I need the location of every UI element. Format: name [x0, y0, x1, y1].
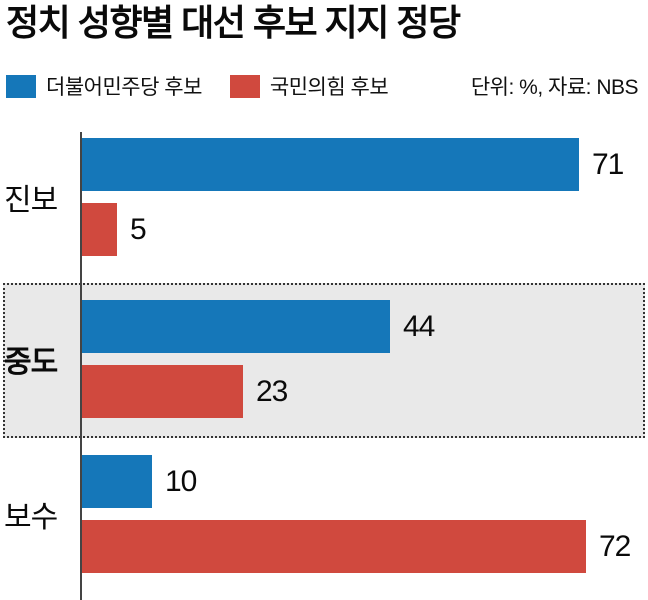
- bar-democratic-conservative: [82, 455, 152, 508]
- bar-row: 72: [82, 520, 648, 573]
- bar-value-democratic-progressive: 71: [592, 147, 624, 181]
- legend-label-ppp: 국민의힘 후보: [269, 76, 389, 99]
- y-axis-line: [80, 132, 82, 600]
- bar-value-ppp-conservative: 72: [599, 529, 631, 563]
- bar-democratic-moderate: [82, 300, 390, 353]
- legend-swatch-democratic: [6, 74, 36, 98]
- bar-row: 71: [82, 138, 648, 191]
- bar-value-ppp-moderate: 23: [256, 374, 288, 408]
- bar-value-democratic-conservative: 10: [165, 464, 197, 498]
- bar-democratic-progressive: [82, 138, 579, 191]
- category-label-moderate: 중도: [4, 346, 58, 379]
- bar-value-democratic-moderate: 44: [403, 309, 435, 343]
- category-label-conservative: 보수: [4, 501, 58, 534]
- bar-row: 44: [82, 300, 648, 353]
- category-label-progressive: 진보: [4, 184, 58, 217]
- bar-chart: 진보 71 5 중도 44 23 보수: [0, 120, 648, 600]
- bar-row: 23: [82, 365, 648, 418]
- chart-group-conservative: 보수 10 72: [0, 455, 648, 573]
- legend-swatch-ppp: [229, 74, 260, 98]
- chart-group-moderate: 중도 44 23: [0, 300, 648, 418]
- bar-row: 5: [82, 203, 648, 256]
- bar-value-ppp-progressive: 5: [130, 212, 147, 246]
- unit-source-note: 단위: %, 자료: NBS: [470, 76, 639, 99]
- chart-group-progressive: 진보 71 5: [0, 138, 648, 256]
- bar-ppp-moderate: [82, 365, 243, 418]
- bar-ppp-conservative: [82, 520, 586, 573]
- bar-row: 10: [82, 455, 648, 508]
- bar-ppp-progressive: [82, 203, 117, 256]
- page-title: 정치 성향별 대선 후보 지지 정당: [6, 2, 461, 43]
- legend-label-democratic: 더불어민주당 후보: [46, 76, 202, 99]
- legend: 더불어민주당 후보 국민의힘 후보 단위: %, 자료: NBS: [6, 72, 639, 100]
